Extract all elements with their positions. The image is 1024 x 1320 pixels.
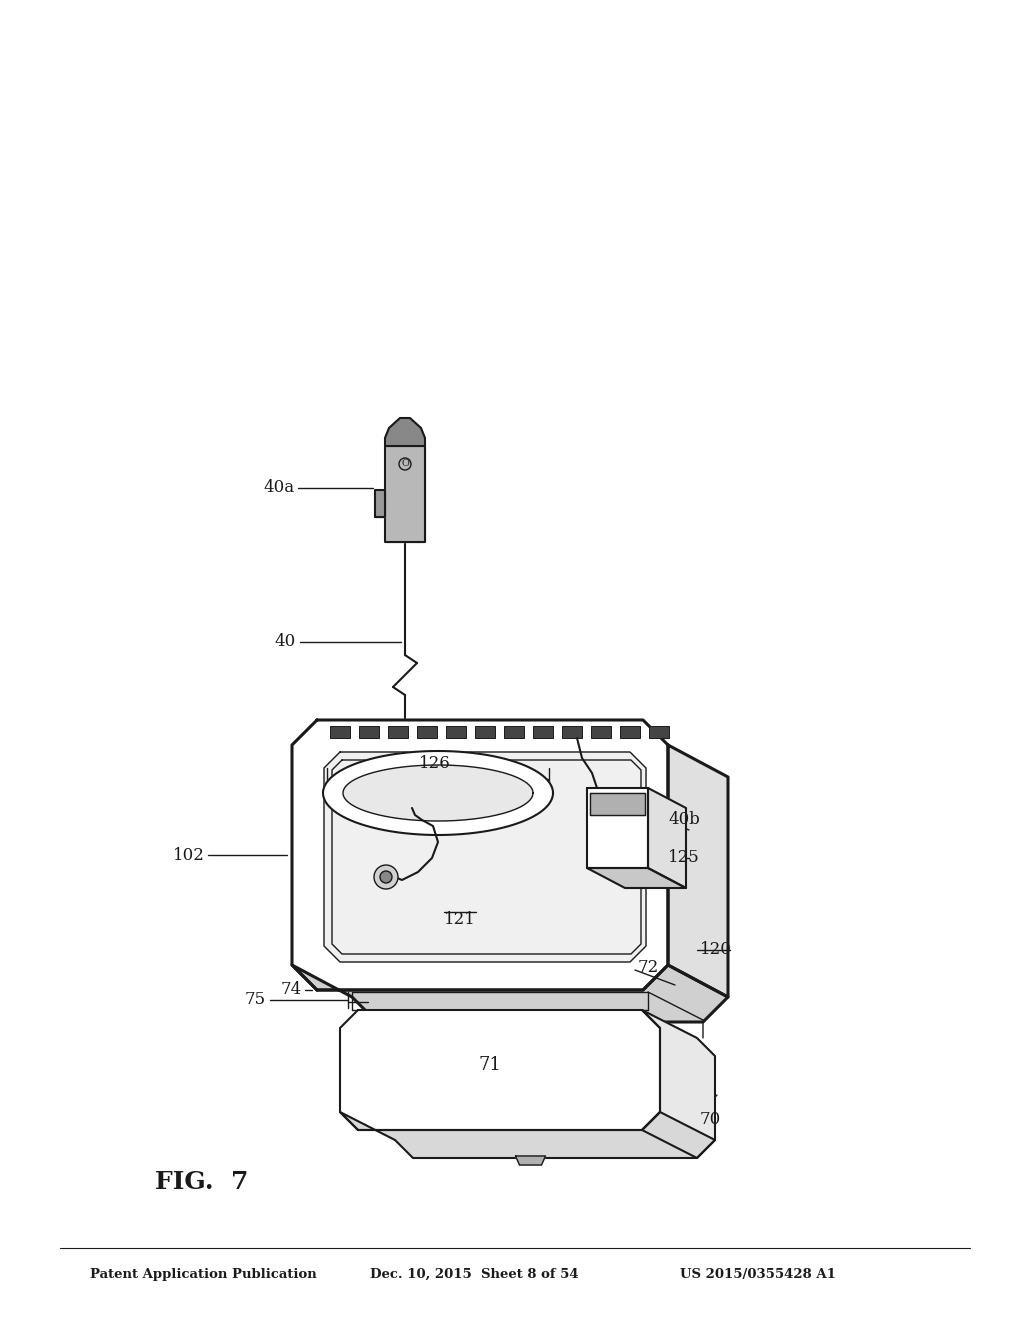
Text: 120: 120 (700, 941, 732, 958)
Polygon shape (591, 726, 611, 738)
Polygon shape (587, 788, 648, 869)
Polygon shape (388, 726, 408, 738)
Text: 75: 75 (245, 991, 266, 1008)
Polygon shape (292, 965, 728, 1022)
Text: FIG.  7: FIG. 7 (155, 1170, 249, 1195)
Text: 40b: 40b (668, 812, 699, 829)
Polygon shape (340, 1010, 660, 1130)
Polygon shape (330, 726, 350, 738)
Text: 125: 125 (668, 850, 699, 866)
Text: 72: 72 (638, 960, 659, 977)
Polygon shape (292, 719, 668, 990)
Polygon shape (340, 1111, 715, 1158)
Polygon shape (359, 726, 379, 738)
Text: 40a: 40a (264, 479, 295, 496)
Text: 121: 121 (444, 912, 476, 928)
Circle shape (374, 865, 398, 888)
Circle shape (380, 871, 392, 883)
Text: US 2015/0355428 A1: US 2015/0355428 A1 (680, 1269, 836, 1280)
Polygon shape (446, 726, 466, 738)
Text: O: O (401, 459, 409, 469)
Polygon shape (417, 726, 437, 738)
Polygon shape (343, 766, 534, 821)
Polygon shape (475, 726, 495, 738)
Text: 40: 40 (274, 634, 296, 651)
Polygon shape (590, 793, 645, 814)
Text: 102: 102 (173, 846, 205, 863)
Polygon shape (562, 726, 582, 738)
Text: Patent Application Publication: Patent Application Publication (90, 1269, 316, 1280)
Polygon shape (504, 726, 524, 738)
Polygon shape (375, 490, 385, 517)
Polygon shape (385, 446, 425, 543)
Polygon shape (515, 1156, 546, 1166)
Text: 126: 126 (419, 755, 451, 771)
Text: 74: 74 (281, 982, 302, 998)
Polygon shape (649, 726, 669, 738)
Text: 70: 70 (700, 1111, 721, 1129)
Text: 71: 71 (478, 1056, 502, 1074)
Polygon shape (323, 751, 553, 836)
Polygon shape (534, 726, 553, 738)
Polygon shape (668, 744, 728, 997)
Polygon shape (324, 752, 646, 962)
Polygon shape (620, 726, 640, 738)
Polygon shape (642, 1010, 715, 1158)
Polygon shape (648, 788, 686, 888)
Polygon shape (587, 869, 686, 888)
Polygon shape (385, 418, 425, 446)
Text: Dec. 10, 2015  Sheet 8 of 54: Dec. 10, 2015 Sheet 8 of 54 (370, 1269, 579, 1280)
